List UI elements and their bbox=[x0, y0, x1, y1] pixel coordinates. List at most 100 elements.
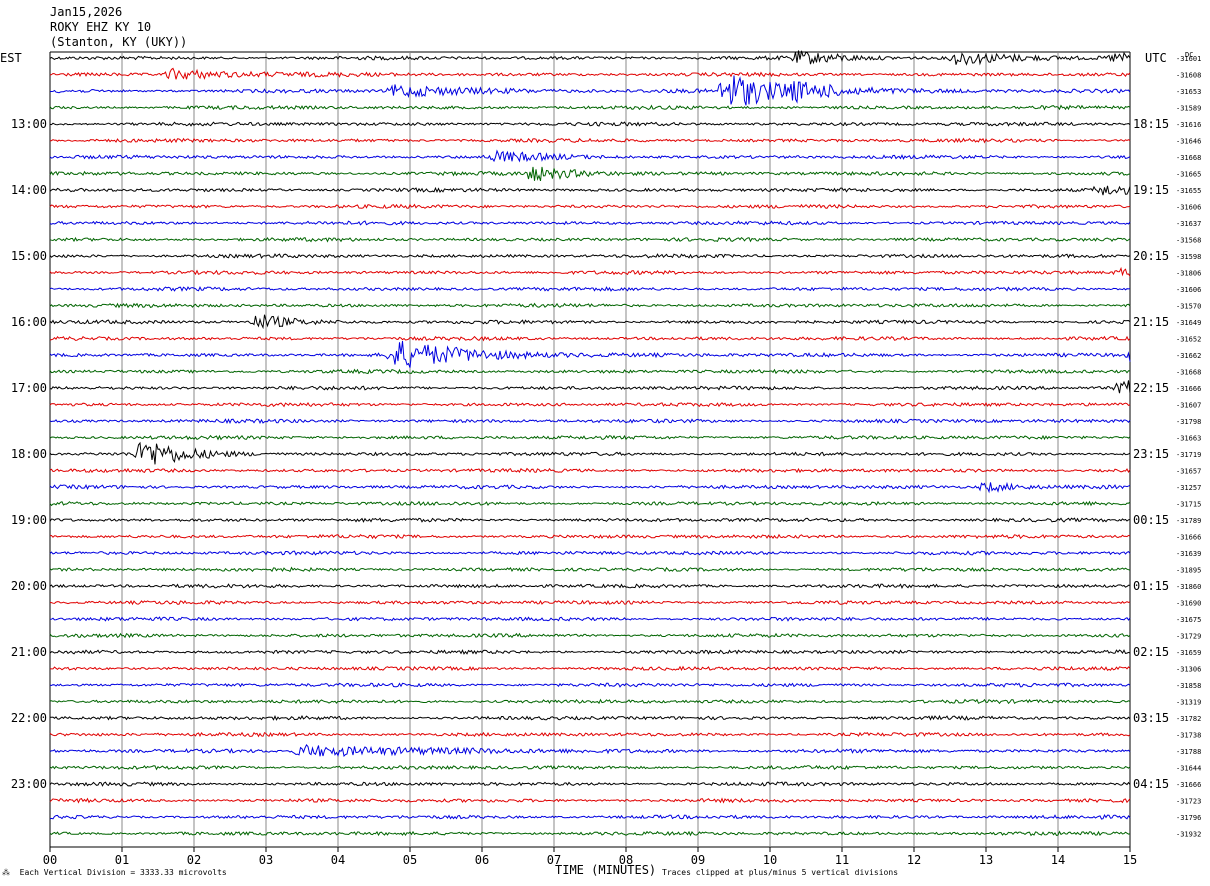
dc-offset-label: -31806 bbox=[1176, 270, 1201, 278]
dc-offset-label: -31690 bbox=[1176, 600, 1201, 608]
dc-offset-label: -31675 bbox=[1176, 616, 1201, 624]
x-tick-label-04: 04 bbox=[331, 853, 345, 867]
trace-row-33 bbox=[49, 599, 1131, 606]
x-tick-label-15: 15 bbox=[1123, 853, 1137, 867]
trace-row-11 bbox=[49, 236, 1131, 243]
dc-offset-label: -31616 bbox=[1176, 121, 1201, 129]
footer-clip-note: Traces clipped at plus/minus 5 vertical … bbox=[662, 868, 899, 877]
trace-row-45 bbox=[49, 797, 1131, 804]
x-axis-ticks: 00 01 02 03 04 05 06 07 08 09 10 11 12 13 14 15 bbox=[43, 847, 1137, 867]
trace-row-20 bbox=[49, 380, 1131, 394]
x-axis-title: TIME (MINUTES) bbox=[555, 863, 657, 877]
x-tick-label-09: 09 bbox=[691, 853, 705, 867]
dc-offset-label: -31666 bbox=[1176, 385, 1201, 393]
dc-offset-label: -31607 bbox=[1176, 402, 1201, 410]
dc-offset-label: -31662 bbox=[1176, 352, 1201, 360]
trace-row-31 bbox=[49, 566, 1131, 573]
location-label: (Stanton, KY (UKY)) bbox=[50, 35, 188, 49]
dc-offset-label: -31723 bbox=[1176, 798, 1201, 806]
dc-offset-label: -31637 bbox=[1176, 220, 1201, 228]
dc-offset-label: -31788 bbox=[1176, 748, 1201, 756]
dc-offset-label: -31738 bbox=[1176, 732, 1201, 740]
dc-offset-label: -31652 bbox=[1176, 336, 1201, 344]
trace-row-27 bbox=[49, 500, 1131, 507]
trace-row-26 bbox=[49, 481, 1131, 494]
trace-row-41 bbox=[49, 731, 1131, 738]
trace-row-12 bbox=[49, 253, 1131, 259]
x-tick-label-01: 01 bbox=[115, 853, 129, 867]
dc-offset-label: -31666 bbox=[1176, 534, 1201, 542]
dc-offset-label: -31568 bbox=[1176, 237, 1201, 245]
x-tick-label-02: 02 bbox=[187, 853, 201, 867]
trace-row-32 bbox=[49, 583, 1130, 589]
dc-offset-label: -31668 bbox=[1176, 154, 1201, 162]
dc-offset-label: -31657 bbox=[1176, 468, 1201, 476]
left-hour-label: 15:00 bbox=[11, 249, 47, 263]
dc-offset-label: -31649 bbox=[1176, 319, 1201, 327]
dc-offset-label: -31858 bbox=[1176, 682, 1201, 690]
right-hour-label: 21:15 bbox=[1133, 315, 1169, 329]
trace-row-0 bbox=[49, 50, 1131, 66]
dc-offset-label: -31655 bbox=[1176, 187, 1201, 195]
trace-row-43 bbox=[49, 764, 1131, 771]
station-label: ROKY EHZ KY 10 bbox=[50, 20, 152, 34]
trace-row-2 bbox=[49, 75, 1131, 106]
dc-offset-label: -31306 bbox=[1176, 666, 1201, 674]
left-hour-label: 16:00 bbox=[11, 315, 47, 329]
trace-row-42 bbox=[49, 744, 1131, 758]
x-tick-label-11: 11 bbox=[835, 853, 849, 867]
left-hour-label: 13:00 bbox=[11, 117, 47, 131]
trace-row-10 bbox=[49, 220, 1131, 226]
trace-row-21 bbox=[49, 401, 1131, 408]
trace-row-40 bbox=[49, 714, 1131, 721]
left-hour-label: 19:00 bbox=[11, 513, 47, 527]
trace-row-15 bbox=[49, 302, 1131, 309]
trace-row-7 bbox=[49, 166, 1131, 182]
trace-row-24 bbox=[49, 441, 1131, 465]
left-hour-label: 18:00 bbox=[11, 447, 47, 461]
right-hour-label: 01:15 bbox=[1133, 579, 1169, 593]
left-hour-label: 17:00 bbox=[11, 381, 47, 395]
dc-offset-label: -31589 bbox=[1176, 105, 1201, 113]
trace-row-6 bbox=[49, 149, 1131, 163]
dc-offset-label: -31798 bbox=[1176, 418, 1201, 426]
right-hour-label: 02:15 bbox=[1133, 645, 1169, 659]
trace-row-44 bbox=[49, 781, 1131, 787]
trace-row-18 bbox=[49, 340, 1131, 368]
plot-grid bbox=[49, 51, 1131, 848]
footer-scale-text: Each Vertical Division = 3333.33 microvo… bbox=[19, 868, 227, 877]
trace-row-38 bbox=[49, 682, 1131, 688]
footer-scale-note: ⁂ Each Vertical Division = 3333.33 micro… bbox=[2, 868, 227, 878]
right-hour-label: 03:15 bbox=[1133, 711, 1169, 725]
trace-row-9 bbox=[49, 203, 1131, 209]
right-hour-labels: 18:15 19:15 20:15 21:15 22:15 23:15 00:15 01:15… bbox=[1133, 117, 1169, 791]
trace-row-16 bbox=[49, 314, 1131, 330]
left-hour-labels: 13:00 14:00 15:00 16:00 17:00 18:00 19:00 20:00… bbox=[11, 117, 47, 791]
trace-row-17 bbox=[49, 335, 1131, 342]
right-hour-label: 20:15 bbox=[1133, 249, 1169, 263]
trace-row-4 bbox=[49, 121, 1131, 127]
trace-row-14 bbox=[49, 286, 1131, 292]
trace-row-19 bbox=[49, 368, 1131, 375]
right-timezone-label: UTC bbox=[1145, 51, 1167, 65]
x-tick-label-12: 12 bbox=[907, 853, 921, 867]
trace-row-47 bbox=[49, 830, 1131, 837]
x-tick-label-14: 14 bbox=[1051, 853, 1065, 867]
trace-row-25 bbox=[49, 467, 1131, 474]
dc-offset-label: -31639 bbox=[1176, 550, 1201, 558]
trace-row-5 bbox=[49, 137, 1131, 144]
x-tick-label-00: 00 bbox=[43, 853, 57, 867]
trace-row-39 bbox=[49, 698, 1131, 705]
dc-offset-label: -31789 bbox=[1176, 517, 1201, 525]
x-tick-label-13: 13 bbox=[979, 853, 993, 867]
right-hour-label: 04:15 bbox=[1133, 777, 1169, 791]
dc-offset-label: -31666 bbox=[1176, 781, 1201, 789]
trace-row-46 bbox=[49, 814, 1131, 820]
x-tick-label-10: 10 bbox=[763, 853, 777, 867]
x-tick-label-07: 07 bbox=[547, 853, 561, 867]
x-tick-label-05: 05 bbox=[403, 853, 417, 867]
dc-offset-label: -31601 bbox=[1176, 55, 1201, 63]
left-hour-label: 23:00 bbox=[11, 777, 47, 791]
right-hour-label: 00:15 bbox=[1133, 513, 1169, 527]
